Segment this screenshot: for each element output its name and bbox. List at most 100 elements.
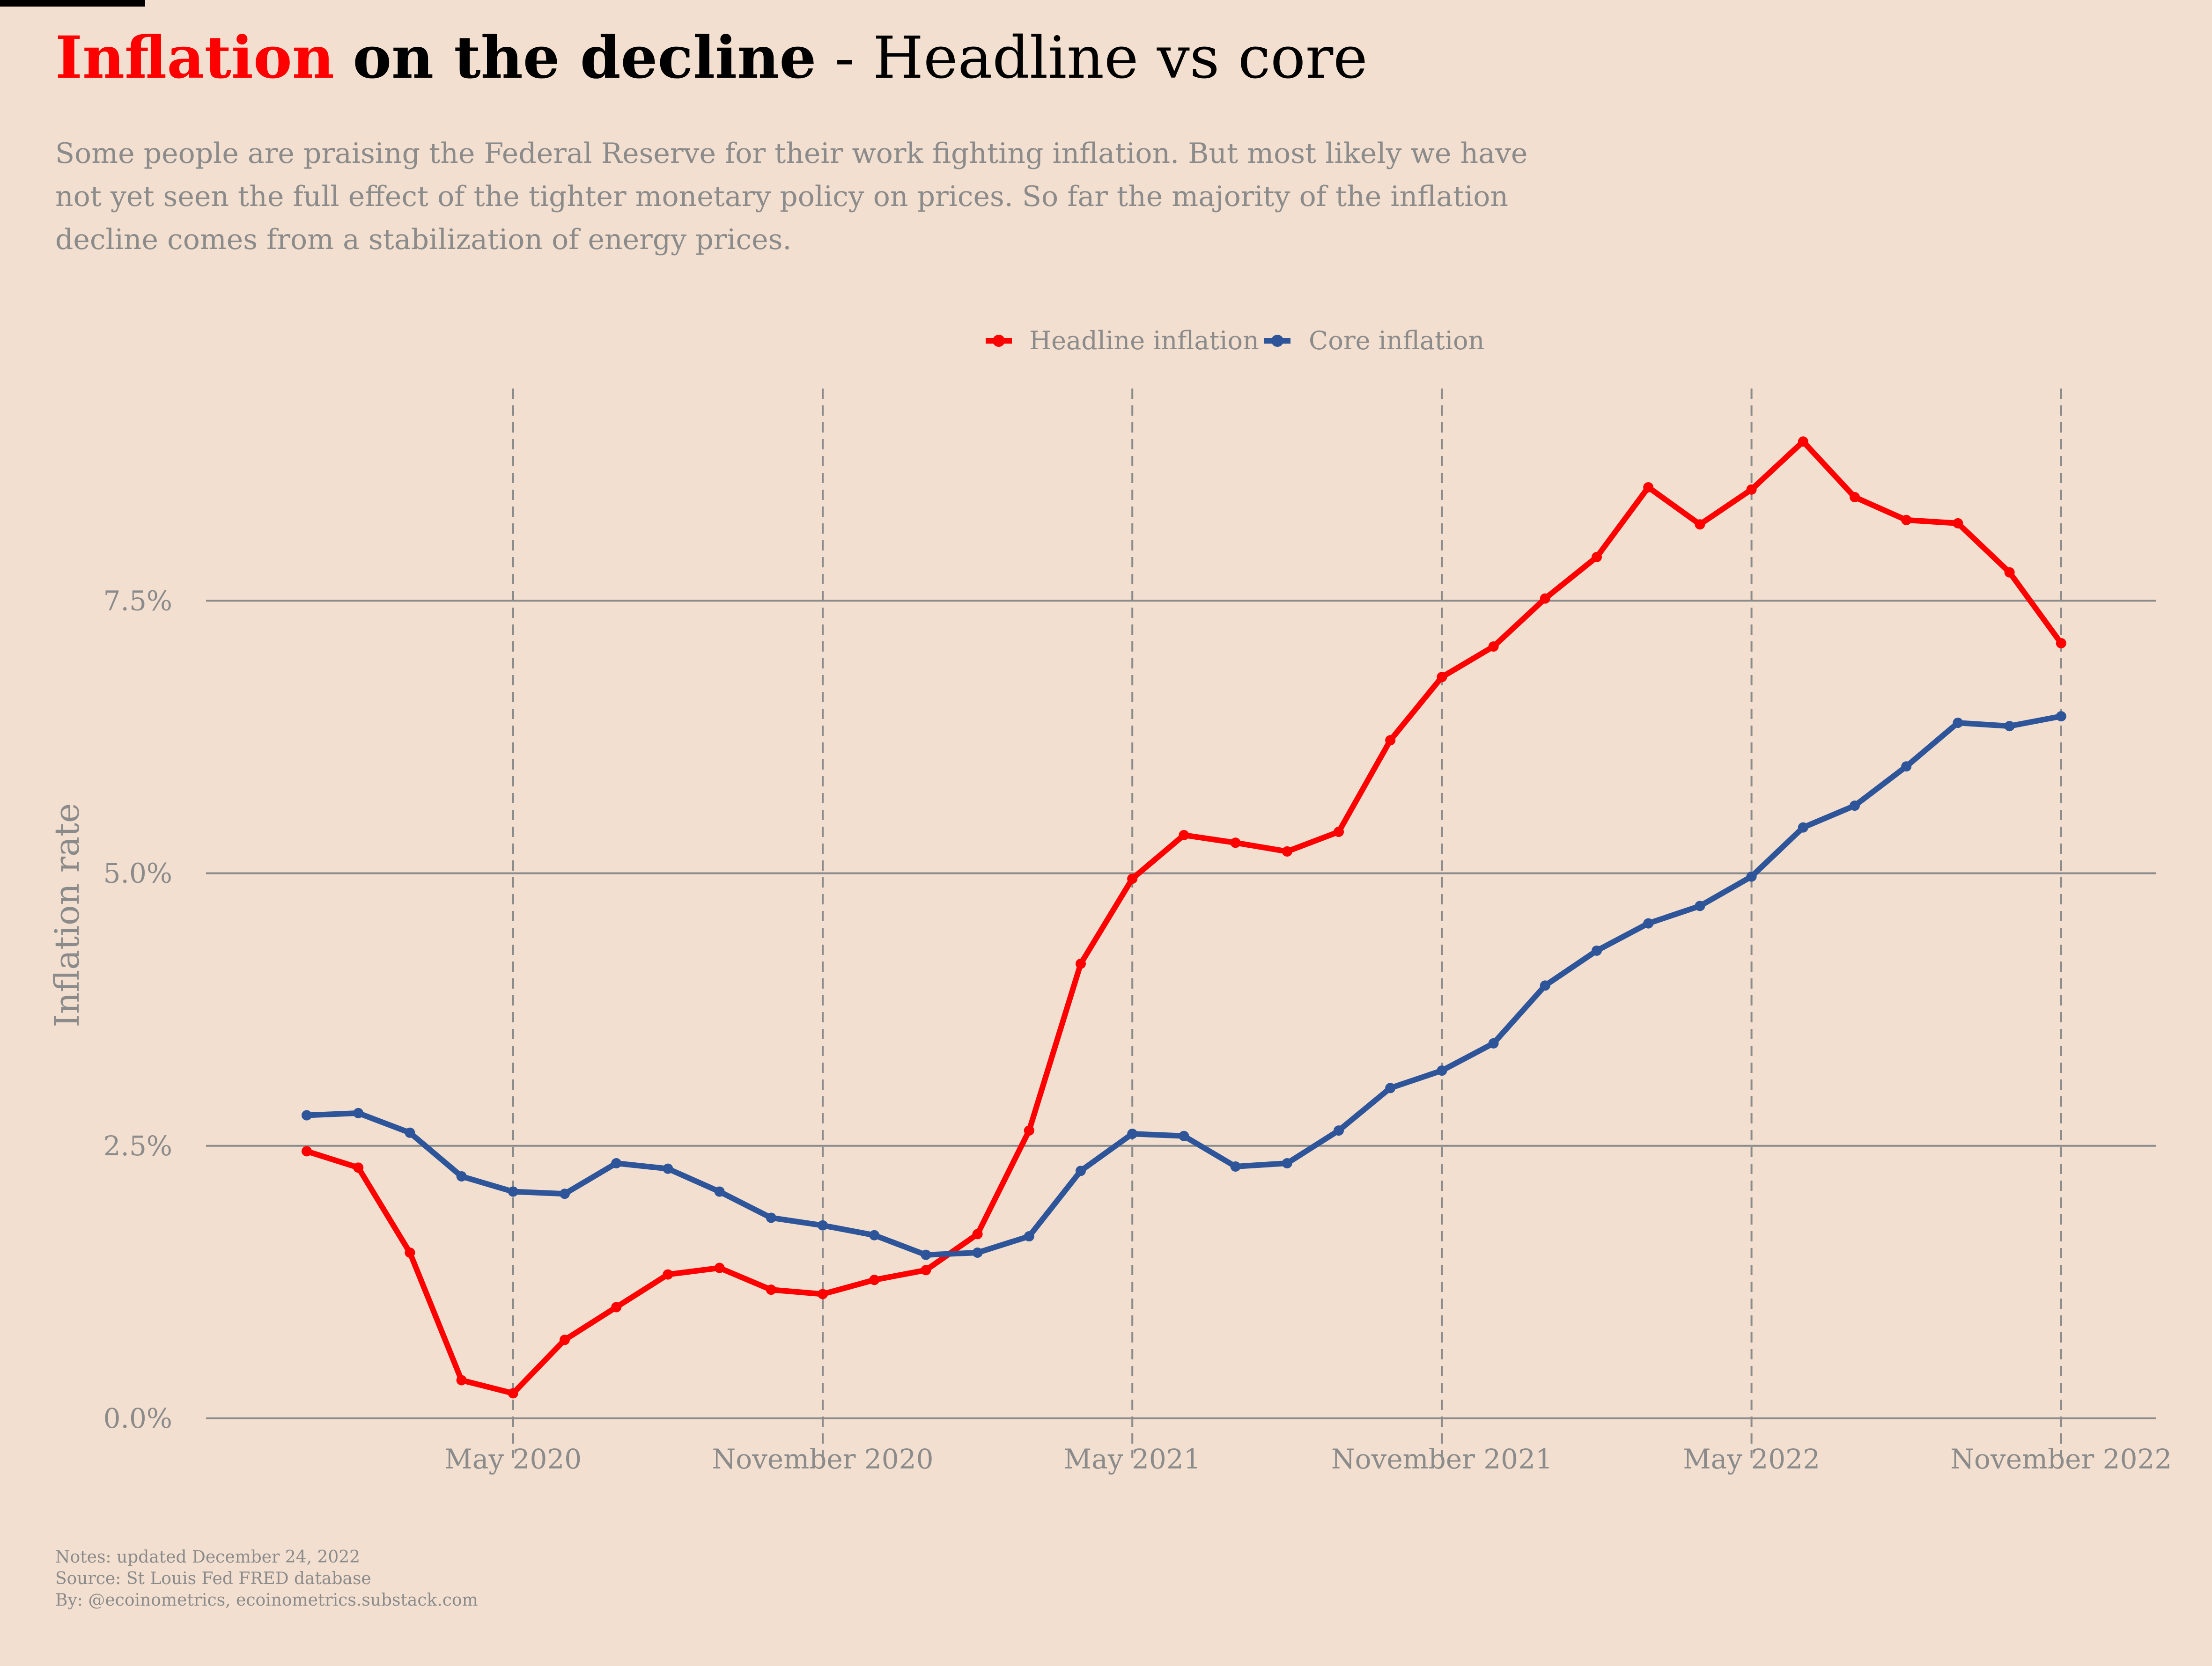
data-point-headline [1437, 672, 1447, 683]
data-point-headline [1488, 641, 1499, 652]
data-point-headline [714, 1262, 725, 1273]
legend-label: Headline inflation [1029, 326, 1259, 355]
data-point-core [1798, 822, 1808, 833]
notes-source: Source: St Louis Fed FRED database [55, 1569, 371, 1588]
legend-headline: Headline inflation [986, 326, 1259, 355]
data-point-core [456, 1171, 467, 1182]
data-point-core [1540, 980, 1550, 991]
data-point-headline [405, 1247, 415, 1258]
data-point-core [560, 1189, 570, 1199]
data-point-headline [1540, 593, 1550, 604]
data-point-core [508, 1186, 518, 1197]
data-point-headline [302, 1146, 312, 1157]
data-point-headline [456, 1375, 467, 1386]
data-point-headline [1695, 519, 1705, 530]
notes-updated: Notes: updated December 24, 2022 [55, 1548, 361, 1567]
chart-title: Inflation on the decline - Headline vs c… [55, 21, 1368, 95]
data-point-headline [1901, 514, 1912, 525]
data-point-headline [1179, 829, 1189, 840]
data-point-core [1076, 1166, 1086, 1176]
data-point-headline [1385, 735, 1396, 746]
data-point-headline [1953, 518, 1963, 528]
series-line-core [304, 713, 2064, 1258]
data-point-core [1592, 945, 1602, 956]
data-point-headline [1746, 484, 1757, 495]
data-point-core [1643, 918, 1654, 929]
data-point-core [1953, 718, 1963, 728]
legend-marker [993, 335, 1005, 347]
y-tick-label: 0.0% [103, 1402, 172, 1434]
series-line-headline [304, 439, 2064, 1396]
data-point-headline [972, 1229, 983, 1240]
data-point-core [611, 1158, 622, 1169]
data-point-headline [1643, 482, 1654, 493]
data-point-core [1127, 1129, 1138, 1139]
data-point-headline [1798, 436, 1808, 447]
x-tick-label: November 2021 [1331, 1443, 1553, 1475]
data-point-core [869, 1230, 880, 1240]
x-tick-label: May 2021 [1064, 1443, 1201, 1475]
data-point-core [2004, 721, 2015, 732]
data-point-core [405, 1127, 415, 1138]
data-point-core [2056, 711, 2066, 722]
data-point-core [1024, 1231, 1034, 1242]
data-point-core [921, 1249, 931, 1260]
data-point-core [1437, 1065, 1447, 1076]
legend-marker [1271, 335, 1283, 347]
data-point-headline [1334, 826, 1344, 837]
data-point-core [1901, 761, 1912, 772]
data-point-core [353, 1108, 364, 1118]
data-point-headline [1127, 873, 1138, 884]
legend-core: Core inflation [1264, 326, 1484, 355]
data-point-headline [2004, 567, 2015, 578]
title-bold: on the decline [353, 24, 817, 92]
data-point-headline [663, 1269, 673, 1280]
data-point-core [663, 1163, 673, 1174]
data-point-core [1850, 800, 1860, 811]
x-tick-label: November 2020 [712, 1443, 934, 1475]
x-tick-label: November 2022 [1950, 1443, 2172, 1475]
data-point-core [1385, 1083, 1396, 1094]
title-rest: - Headline vs core [834, 24, 1368, 92]
data-point-core [1695, 901, 1705, 911]
y-axis-label: Inflation rate [47, 803, 87, 1027]
chart-notes: Notes: updated December 24, 2022 Source:… [55, 1547, 478, 1611]
data-point-headline [353, 1162, 364, 1173]
x-tick-label: May 2022 [1683, 1443, 1820, 1475]
legend-label: Core inflation [1309, 326, 1484, 355]
notes-byline: By: @ecoinometrics, ecoinometrics.substa… [55, 1591, 478, 1610]
data-point-headline [1024, 1125, 1034, 1136]
data-point-core [1179, 1130, 1189, 1141]
y-tick-label: 2.5% [103, 1130, 172, 1162]
data-point-headline [818, 1289, 828, 1299]
data-point-core [1746, 871, 1757, 882]
data-point-headline [921, 1265, 931, 1276]
data-point-core [302, 1110, 312, 1121]
data-point-headline [560, 1335, 570, 1345]
top-accent-bar [0, 0, 145, 7]
data-point-core [714, 1186, 725, 1197]
data-point-core [1230, 1161, 1241, 1172]
data-point-headline [2056, 638, 2066, 649]
data-point-headline [869, 1275, 880, 1285]
title-highlight: Inflation [55, 24, 334, 92]
x-tick-label: May 2020 [444, 1443, 582, 1475]
data-point-core [1282, 1158, 1292, 1169]
data-point-headline [766, 1284, 776, 1295]
data-point-core [972, 1247, 983, 1258]
data-point-headline [611, 1302, 622, 1313]
data-point-core [1488, 1038, 1499, 1049]
data-point-headline [1230, 837, 1241, 848]
data-point-headline [1592, 552, 1602, 563]
y-tick-label: 7.5% [103, 585, 172, 616]
data-point-core [1334, 1125, 1344, 1136]
data-point-headline [1850, 492, 1860, 502]
y-tick-label: 5.0% [103, 858, 172, 889]
data-point-core [818, 1220, 828, 1231]
data-point-headline [508, 1388, 518, 1399]
data-point-core [766, 1212, 776, 1223]
data-point-headline [1076, 958, 1086, 969]
data-point-headline [1282, 846, 1292, 857]
chart-subtitle: Some people are praising the Federal Res… [55, 137, 1528, 256]
